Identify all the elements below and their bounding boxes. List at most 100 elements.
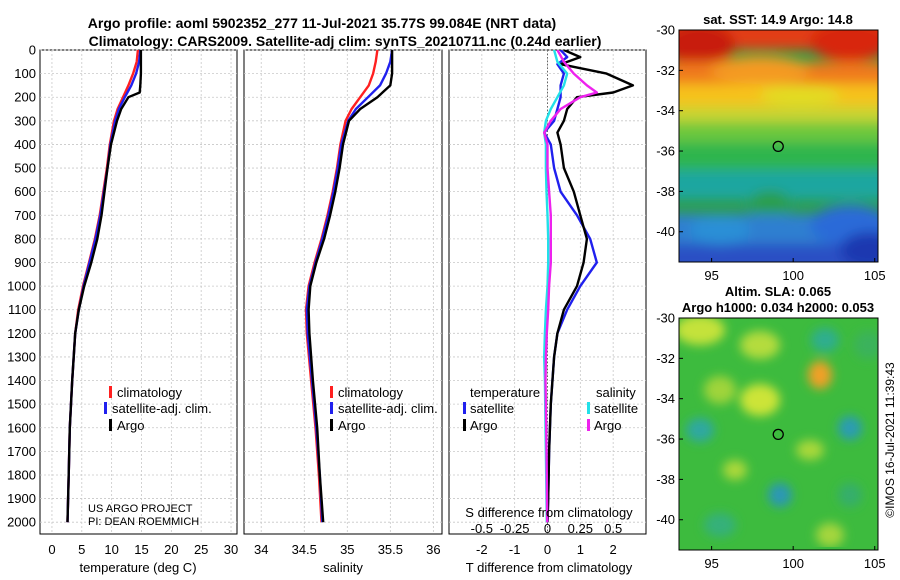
sla-heatmap [679,318,878,550]
depth-tick-label: 1200 [7,326,36,341]
x-tick-label: 10 [104,542,118,557]
x-tick-label: 34 [254,542,268,557]
x-tick-label: 20 [164,542,178,557]
legend-label-t-satellite: satellite [470,401,514,416]
legend-swatch-satellite-adj [104,402,107,414]
difference-legend-salinity: salinity satellite Argo [587,385,638,433]
x-tick-label: 35.5 [378,542,403,557]
depth-tick-label: 100 [14,66,36,81]
sla-map-frame [678,317,879,551]
map-y-tick-label: -32 [656,351,675,366]
s-difference-axis-label: S difference from climatology [465,505,633,520]
temperature-tick-labels: 0 5 10 15 20 25 30 [48,542,238,557]
map-y-tick-label: -34 [656,391,675,406]
depth-tick-label: 600 [14,184,36,199]
depth-tick-label: 500 [14,161,36,176]
legend-title-temperature: temperature [470,385,540,400]
depth-tick-labels: 0 100 200 300 400 500 600 700 800 900 1000 1100 1200… [7,43,36,530]
salinity-tick-labels: 34 34.5 35 35.5 36 [254,542,441,557]
depth-tick-label: 1500 [7,397,36,412]
s-diff-tick-label: 0 [544,521,551,536]
legend-swatch-satellite-adj [330,402,333,414]
map-y-tick-label: -38 [656,472,675,487]
sla-heatmap-field [679,318,878,547]
depth-tick-label: 1600 [7,420,36,435]
depth-tick-label: 200 [14,90,36,105]
salinity-panel: 34 34.5 35 35.5 36 salinity climatology sate… [243,49,443,575]
salinity-profiles [304,50,394,523]
depth-tick-label: 1100 [8,302,36,317]
depth-tick-label: 900 [14,255,36,270]
legend-label-argo: Argo [338,418,365,433]
legend-label-satellite-adj: satellite-adj. clim. [338,401,438,416]
legend-label-argo: Argo [117,418,144,433]
legend-label-s-argo: Argo [594,418,621,433]
difference-profiles [543,50,635,523]
legend-label-t-argo: Argo [470,418,497,433]
temperature-x-axis-label: temperature (deg C) [79,560,196,575]
depth-tick-label: 0 [29,43,36,58]
s-diff-tick-label: -0.5 [471,521,493,536]
x-tick-label: 2 [610,542,617,557]
x-tick-label: 25 [194,542,208,557]
x-tick-label: 1 [577,542,584,557]
depth-tick-label: 700 [14,208,36,223]
figure-title-line2: Climatology: CARS2009. Satellite-adj cli… [89,33,602,49]
legend-swatch-argo [330,419,333,431]
map-x-tick-label: 95 [704,556,718,571]
credit-pi: PI: DEAN ROEMMICH [88,516,199,528]
depth-tick-label: 1700 [7,444,36,459]
argo-float-marker [772,428,784,441]
depth-tick-label: 1400 [7,373,36,388]
salinity-plot-frame [243,49,443,535]
x-tick-label: 15 [134,542,148,557]
sla-map-title-line1: Altim. SLA: 0.065 [725,284,831,299]
legend-swatch-t-argo [463,419,466,431]
depth-tick-label: 2000 [7,515,36,530]
map-y-tick-label: -30 [656,311,675,326]
legend-label-climatology: climatology [117,385,183,400]
map-y-tick-label: -32 [656,63,675,78]
map-x-tick-label: 100 [782,268,804,283]
profile-line [66,50,143,523]
difference-gridlines [449,49,646,534]
temperature-legend: climatology satellite-adj. clim. Argo [104,385,212,433]
depth-tick-label: 1300 [7,349,36,364]
x-tick-label: 0 [48,542,55,557]
depth-tick-label: 300 [14,113,36,128]
sla-map-ticks: 95 100 105 -30 -32 -34 -36 -38 -40 [656,311,885,572]
imos-timestamp: ©IMOS 16-Jul-2021 11:39:43 [883,362,897,518]
legend-swatch-t-satellite [463,402,466,414]
legend-swatch-s-argo [587,419,590,431]
x-tick-label: 34.5 [292,542,317,557]
x-tick-label: 36 [426,542,440,557]
sst-heatmap-field [679,30,878,262]
difference-legend-temperature: temperature satellite Argo [463,385,540,433]
depth-tick-label: 1800 [7,467,36,482]
sla-map-title-line2: Argo h1000: 0.034 h2000: 0.053 [682,300,874,315]
legend-title-salinity: salinity [596,385,636,400]
sst-map-panel: sat. SST: 14.9 Argo: 14.8 [656,12,885,284]
temperature-profiles [66,50,143,523]
credit-project: US ARGO PROJECT [88,503,193,515]
profile-line [543,50,598,523]
salinity-legend: climatology satellite-adj. clim. Argo [330,385,438,433]
legend-swatch-s-satellite [587,402,590,414]
legend-label-satellite-adj: satellite-adj. clim. [112,401,212,416]
temperature-panel: 0100200300400500600700800900100011001200… [7,43,238,576]
sst-map-ticks: 95 100 105 -30 -32 -34 -36 -38 -40 [656,23,885,284]
x-tick-label: 5 [78,542,85,557]
x-tick-label: -1 [509,542,521,557]
s-diff-tick-label: -0.25 [500,521,530,536]
map-x-tick-label: 105 [864,556,886,571]
depth-tick-label: 800 [14,231,36,246]
s-diff-tick-label: 0.25 [568,521,593,536]
s-difference-tick-labels: -0.5 -0.25 0 0.25 0.5 [471,521,623,536]
map-y-tick-label: -36 [656,432,675,447]
map-y-tick-label: -40 [656,512,675,527]
map-y-tick-label: -40 [656,224,675,239]
map-y-tick-label: -34 [656,103,675,118]
figure-title-line1: Argo profile: aoml 5902352_277 11-Jul-20… [88,15,556,31]
legend-label-climatology: climatology [338,385,404,400]
